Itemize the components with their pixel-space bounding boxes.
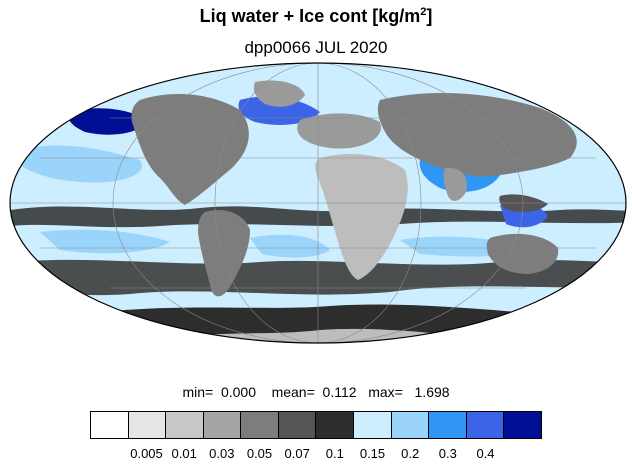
graticule	[10, 63, 626, 343]
cloud-band-itcz	[10, 206, 626, 228]
colorbar-swatch	[390, 412, 429, 438]
colorbar-tick-label: 0.2	[401, 446, 420, 461]
colorbar-swatch	[165, 412, 203, 438]
colorbar-swatch	[353, 412, 391, 438]
colorbar	[90, 411, 542, 439]
cloud-patch-arctic	[68, 108, 150, 135]
colorbar-tick-label: 0.005	[130, 446, 163, 461]
colorbar-ticks: 0.005 0.01 0.03 0.05 0.07 0.1 0.15 0.2 0.3 0.4	[90, 446, 542, 462]
cloud-patch-south-atlantic	[250, 234, 330, 258]
colorbar-swatch	[240, 412, 278, 438]
colorbar-tick-label: 0.3	[438, 446, 457, 461]
global-map	[9, 62, 627, 344]
colorbar-tick-label: 0.15	[359, 446, 386, 461]
colorbar-swatch	[91, 412, 128, 438]
colorbar-swatch	[315, 412, 354, 438]
colorbar-swatch	[127, 412, 166, 438]
colorbar-swatch	[465, 412, 504, 438]
colorbar-tick-label: 0.4	[476, 446, 495, 461]
chart-subtitle: dpp0066 JUL 2020	[244, 38, 388, 57]
globe-outline	[9, 62, 627, 344]
indian-subcontinent	[443, 167, 467, 201]
south-america	[198, 210, 250, 297]
antarctica	[150, 328, 500, 343]
colorbar-swatch	[428, 412, 466, 438]
colorbar-tick-label: 0.1	[325, 446, 344, 461]
colorbar-tick-label: 0.07	[284, 446, 310, 461]
greenland	[253, 80, 305, 107]
colorbar-swatch	[503, 412, 541, 438]
colorbar-swatch	[202, 412, 241, 438]
statistics-line: min= 0.000 mean= 0.112 max= 1.698	[182, 384, 450, 400]
asia	[377, 93, 577, 177]
colorbar-swatch	[277, 412, 316, 438]
chart-title: Liq water + Ice cont [kg/m2]	[199, 6, 433, 26]
australia	[486, 233, 559, 274]
north-america	[131, 94, 249, 205]
africa	[315, 154, 408, 280]
cloud-patch-north-pacific	[20, 145, 142, 183]
colorbar-tick-label: 0.01	[171, 446, 197, 461]
cloud-patch-south-pacific	[40, 229, 170, 254]
colorbar-tick-label: 0.05	[246, 446, 273, 461]
colorbar-tick-label: 0.03	[209, 446, 235, 461]
